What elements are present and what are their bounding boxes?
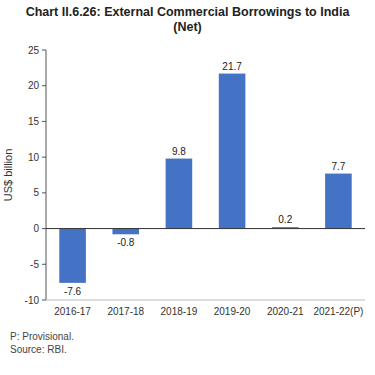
x-tick-label: 2019-20 — [214, 306, 251, 317]
y-tick-label: 5 — [33, 187, 39, 198]
x-tick-label: 2016-17 — [54, 306, 91, 317]
y-tick — [42, 300, 46, 301]
title-line: Chart II.6.26: External Commercial Borro… — [26, 5, 351, 19]
x-tick-label: 2017-18 — [107, 306, 144, 317]
bar — [219, 74, 246, 229]
y-tick-label: -5 — [30, 259, 39, 270]
footnote-line: P: Provisional. — [10, 331, 74, 342]
y-tick — [42, 228, 46, 229]
y-tick — [42, 192, 46, 193]
y-tick — [42, 121, 46, 122]
title-line: (Net) — [173, 20, 201, 34]
y-tick-label: 20 — [28, 80, 40, 91]
y-tick-label: -10 — [25, 295, 40, 306]
x-tick-label: 2018-19 — [161, 306, 198, 317]
y-tick-label: 0 — [33, 223, 39, 234]
bar — [166, 159, 193, 229]
data-label: -0.8 — [117, 237, 135, 248]
data-label: 0.2 — [278, 214, 292, 225]
y-tick — [42, 157, 46, 158]
y-tick — [42, 50, 46, 51]
y-tick-label: 15 — [28, 116, 40, 127]
data-label: 9.8 — [172, 146, 186, 157]
y-tick — [42, 85, 46, 86]
chart-container: Chart II.6.26: External Commercial Borro… — [0, 0, 375, 375]
footnote: P: Provisional. Source: RBI. — [10, 331, 74, 355]
data-label: -7.6 — [64, 286, 82, 297]
x-tick-label: 2021-22(P) — [313, 306, 363, 317]
bar — [59, 229, 86, 283]
bar — [112, 229, 139, 235]
bar — [325, 174, 352, 229]
zero-line — [46, 228, 365, 229]
y-axis-line — [46, 50, 47, 300]
x-axis-line — [46, 300, 365, 301]
footnote-line: Source: RBI. — [10, 344, 67, 355]
title: Chart II.6.26: External Commercial Borro… — [26, 5, 351, 34]
data-label: 21.7 — [222, 61, 242, 72]
bars-group — [59, 74, 351, 283]
y-tick — [42, 264, 46, 265]
y-tick-label: 10 — [28, 152, 40, 163]
y-tick-label: 25 — [28, 45, 40, 56]
x-tick-label: 2020-21 — [267, 306, 304, 317]
data-label: 7.7 — [331, 161, 345, 172]
y-axis-label: US$ billion — [2, 149, 14, 202]
chart-svg: Chart II.6.26: External Commercial Borro… — [0, 0, 375, 375]
